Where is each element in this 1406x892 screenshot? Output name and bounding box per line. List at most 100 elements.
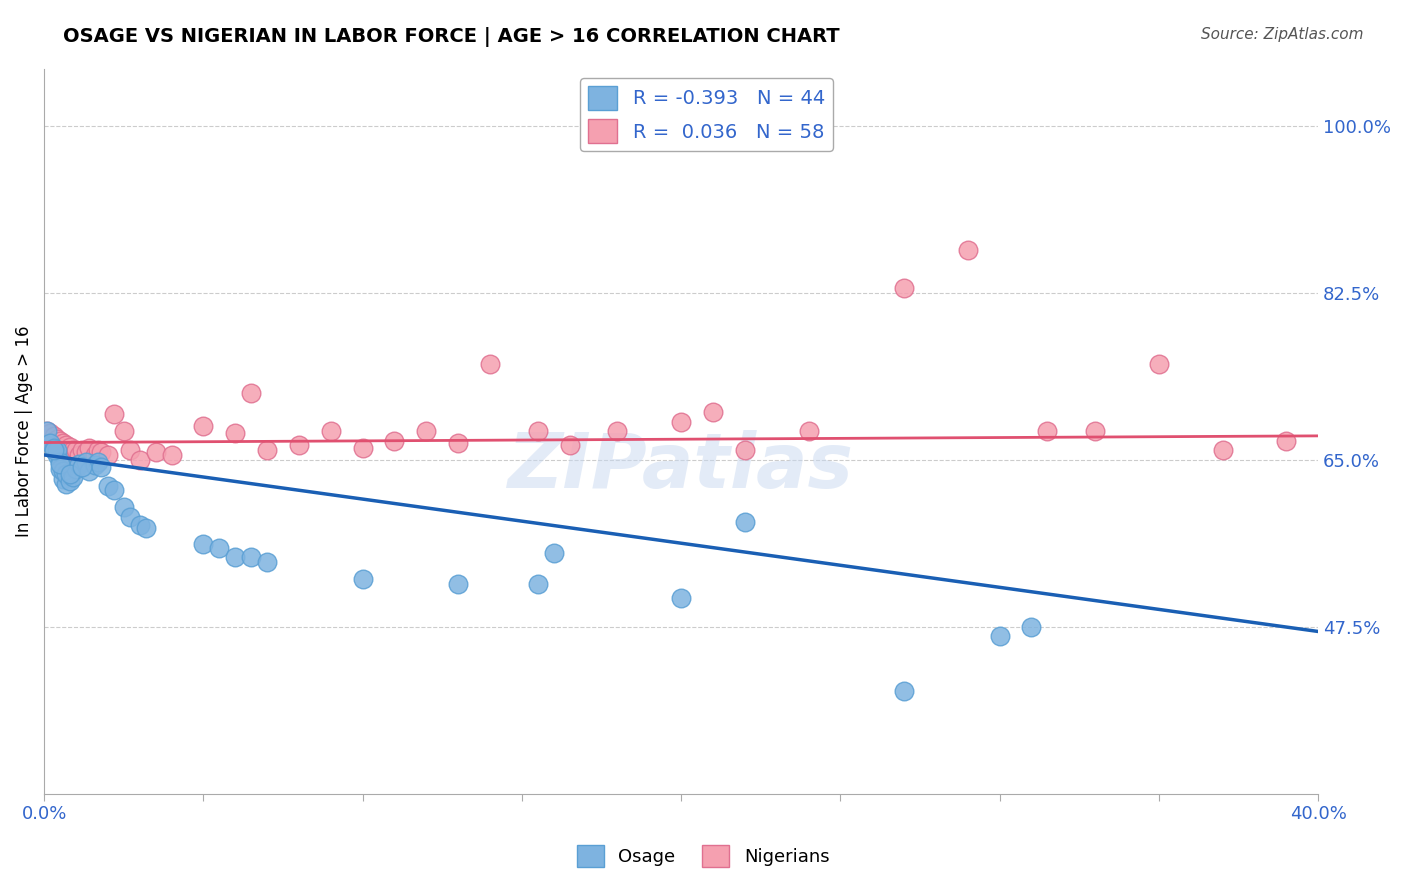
- Point: [319, 424, 342, 438]
- Legend: Osage, Nigerians: Osage, Nigerians: [569, 838, 837, 874]
- Point: [128, 517, 150, 532]
- Point: [62, 470, 84, 484]
- Point: [240, 386, 263, 401]
- Point: [193, 537, 215, 551]
- Point: [97, 479, 120, 493]
- Point: [45, 438, 67, 452]
- Point: [734, 443, 756, 458]
- Point: [606, 424, 628, 438]
- Point: [447, 435, 470, 450]
- Point: [669, 591, 692, 605]
- Point: [62, 452, 84, 467]
- Point: [80, 452, 103, 467]
- Point: [52, 443, 75, 458]
- Point: [62, 443, 84, 458]
- Point: [55, 445, 77, 459]
- Point: [240, 549, 263, 564]
- Point: [288, 438, 311, 452]
- Point: [52, 435, 75, 450]
- Point: [84, 448, 107, 462]
- Point: [103, 483, 125, 498]
- Point: [77, 442, 100, 456]
- Point: [120, 443, 142, 458]
- Point: [145, 445, 167, 459]
- Point: [58, 440, 80, 454]
- Point: [120, 510, 142, 524]
- Point: [103, 407, 125, 421]
- Point: [45, 432, 67, 446]
- Point: [956, 243, 979, 257]
- Point: [90, 445, 112, 459]
- Point: [42, 429, 65, 443]
- Point: [702, 405, 724, 419]
- Y-axis label: In Labor Force | Age > 16: In Labor Force | Age > 16: [15, 326, 32, 537]
- Point: [72, 460, 94, 475]
- Point: [42, 435, 65, 450]
- Point: [39, 435, 62, 450]
- Point: [734, 515, 756, 529]
- Point: [988, 629, 1011, 643]
- Point: [527, 576, 550, 591]
- Point: [256, 555, 278, 569]
- Point: [384, 434, 406, 448]
- Point: [193, 419, 215, 434]
- Point: [90, 460, 112, 475]
- Point: [128, 452, 150, 467]
- Text: Source: ZipAtlas.com: Source: ZipAtlas.com: [1201, 27, 1364, 42]
- Point: [37, 424, 59, 438]
- Point: [65, 462, 87, 476]
- Point: [37, 424, 59, 438]
- Point: [87, 455, 110, 469]
- Point: [543, 546, 565, 560]
- Point: [352, 442, 374, 456]
- Point: [52, 472, 75, 486]
- Point: [77, 464, 100, 478]
- Point: [160, 448, 183, 462]
- Point: [72, 443, 94, 458]
- Point: [55, 467, 77, 481]
- Point: [256, 443, 278, 458]
- Point: [55, 476, 77, 491]
- Point: [135, 521, 157, 535]
- Point: [55, 438, 77, 452]
- Point: [1212, 443, 1234, 458]
- Point: [1084, 424, 1107, 438]
- Point: [527, 424, 550, 438]
- Text: ZIPatlas: ZIPatlas: [508, 430, 853, 504]
- Point: [208, 541, 231, 555]
- Point: [75, 445, 97, 459]
- Point: [479, 357, 502, 371]
- Point: [49, 434, 72, 448]
- Point: [893, 281, 915, 295]
- Point: [1021, 620, 1043, 634]
- Point: [1147, 357, 1170, 371]
- Point: [224, 425, 246, 440]
- Point: [52, 464, 75, 478]
- Point: [65, 443, 87, 458]
- Point: [42, 443, 65, 458]
- Point: [97, 448, 120, 462]
- Point: [49, 462, 72, 476]
- Point: [893, 683, 915, 698]
- Point: [58, 448, 80, 462]
- Point: [352, 572, 374, 586]
- Point: [1036, 424, 1059, 438]
- Point: [45, 443, 67, 458]
- Point: [67, 448, 90, 462]
- Point: [558, 438, 581, 452]
- Point: [37, 432, 59, 446]
- Point: [49, 455, 72, 469]
- Legend: R = -0.393   N = 44, R =  0.036   N = 58: R = -0.393 N = 44, R = 0.036 N = 58: [581, 78, 832, 151]
- Text: OSAGE VS NIGERIAN IN LABOR FORCE | AGE > 16 CORRELATION CHART: OSAGE VS NIGERIAN IN LABOR FORCE | AGE >…: [63, 27, 839, 46]
- Point: [112, 424, 135, 438]
- Point: [49, 458, 72, 472]
- Point: [42, 442, 65, 456]
- Point: [797, 424, 820, 438]
- Point: [669, 415, 692, 429]
- Point: [1275, 434, 1298, 448]
- Point: [224, 549, 246, 564]
- Point: [39, 425, 62, 440]
- Point: [112, 500, 135, 515]
- Point: [58, 467, 80, 481]
- Point: [67, 458, 90, 472]
